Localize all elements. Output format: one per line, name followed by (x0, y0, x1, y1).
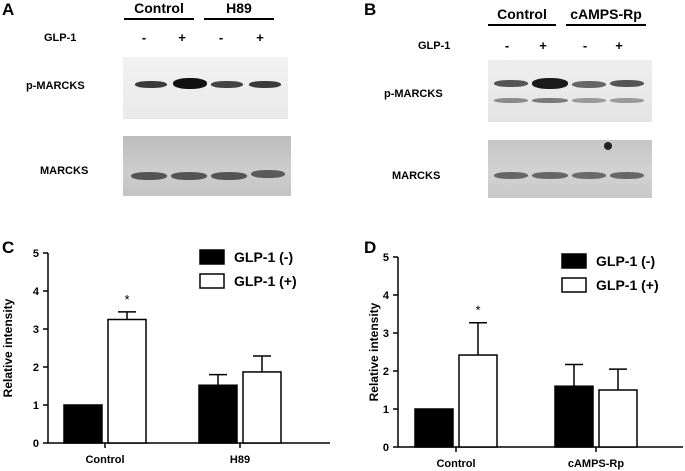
panel-b-group-control-line (488, 24, 556, 26)
legend-swatch (199, 273, 225, 289)
band (610, 98, 644, 103)
chart-c: 0 1 2 3 4 5 Relative intensity Control H89 * GLP-1… (1, 248, 330, 466)
panel-b-group-control: Control (497, 6, 547, 22)
panel-a-group-control: Control (134, 0, 184, 16)
panel-a-group-h89: H89 (226, 0, 252, 16)
panel-b-sign-4: + (615, 38, 623, 53)
band (610, 80, 644, 87)
band (572, 81, 606, 88)
band (211, 81, 243, 88)
band (211, 172, 247, 180)
y-axis-label: Relative intensity (367, 302, 381, 401)
panel-c-letter: C (2, 238, 15, 257)
panel-a-treatment-label: GLP-1 (44, 32, 77, 44)
y-tick-label: 0 (383, 442, 389, 454)
bar (107, 318, 147, 444)
y-tick-label: 1 (33, 400, 39, 412)
panel-a-sign-1: - (141, 30, 147, 45)
legend-label: GLP-1 (+) (596, 277, 659, 293)
legend-swatch (199, 249, 225, 265)
y-tick-label: 0 (33, 438, 39, 450)
y-tick-label: 1 (383, 404, 389, 416)
y-tick-label: 5 (33, 248, 39, 260)
band (173, 78, 207, 89)
band (249, 81, 281, 88)
significance-annotation: * (475, 303, 480, 318)
panel-b-sign-3: - (582, 38, 588, 53)
y-tick-label: 4 (33, 286, 40, 298)
x-tick-label: H89 (230, 454, 250, 466)
bar (242, 371, 282, 444)
y-tick-label: 4 (383, 290, 390, 302)
significance-annotation: * (124, 292, 129, 307)
panel-a-blot-marcks (123, 136, 291, 196)
band (610, 172, 644, 179)
band (604, 142, 612, 150)
y-tick-label: 3 (383, 328, 389, 340)
band (494, 80, 528, 87)
panel-a-blot-pmarcks (123, 57, 288, 119)
band (572, 98, 606, 103)
panel-b-blot-label-marcks: MARCKS (392, 170, 441, 182)
band (532, 98, 568, 103)
band (135, 81, 167, 88)
legend-label: GLP-1 (+) (234, 273, 297, 289)
panel-a-sign-3: - (218, 30, 224, 45)
band (251, 170, 285, 178)
panel-b-letter: B (364, 0, 377, 19)
legend-label: GLP-1 (-) (596, 253, 655, 269)
y-tick-label: 2 (33, 362, 39, 374)
panel-a-sign-2: + (178, 30, 186, 45)
x-tick-label: Control (436, 458, 475, 470)
panel-d-letter: D (364, 238, 377, 257)
bar (198, 384, 238, 444)
panel-b-group-camps-line (566, 24, 646, 26)
legend-swatch (561, 253, 587, 269)
panel-b-group-camps: cAMPS-Rp (570, 6, 642, 22)
bar (554, 385, 594, 448)
bar (598, 389, 638, 448)
panel-a-blot-label-pmarcks: p-MARCKS (26, 80, 85, 92)
x-tick-label: cAMPS-Rp (568, 458, 625, 470)
panel-a-sign-4: + (256, 30, 264, 45)
panel-a-blot-label-marcks: MARCKS (40, 165, 89, 177)
panel-b-blot-pmarcks (488, 60, 652, 122)
panel-a-group-control-line (124, 18, 194, 20)
y-tick-label: 5 (383, 252, 389, 264)
y-axis-label: Relative intensity (1, 298, 15, 397)
panel-b-blot-label-pmarcks: p-MARCKS (384, 88, 443, 100)
x-tick-label: Control (85, 454, 124, 466)
band (532, 78, 568, 89)
panel-b-blot-marcks (488, 140, 652, 198)
band (131, 172, 167, 180)
panel-b-sign-2: + (539, 38, 547, 53)
y-tick-label: 2 (383, 366, 389, 378)
band (171, 172, 207, 180)
panel-a-letter: A (2, 0, 15, 19)
legend-label: GLP-1 (-) (234, 249, 293, 265)
bar (63, 404, 103, 444)
band (532, 172, 568, 179)
panel-a-group-h89-line (204, 18, 274, 20)
band (494, 98, 528, 103)
panel-b-sign-1: - (504, 38, 510, 53)
bar (414, 408, 454, 448)
panel-b-treatment-label: GLP-1 (418, 40, 451, 52)
band (494, 172, 528, 179)
band (572, 172, 606, 179)
y-tick-label: 3 (33, 324, 39, 336)
bar (458, 354, 498, 448)
legend-swatch (561, 277, 587, 293)
chart-d: 0 1 2 3 4 5 Relative intensity Control cAMPS-Rp *… (367, 252, 683, 470)
